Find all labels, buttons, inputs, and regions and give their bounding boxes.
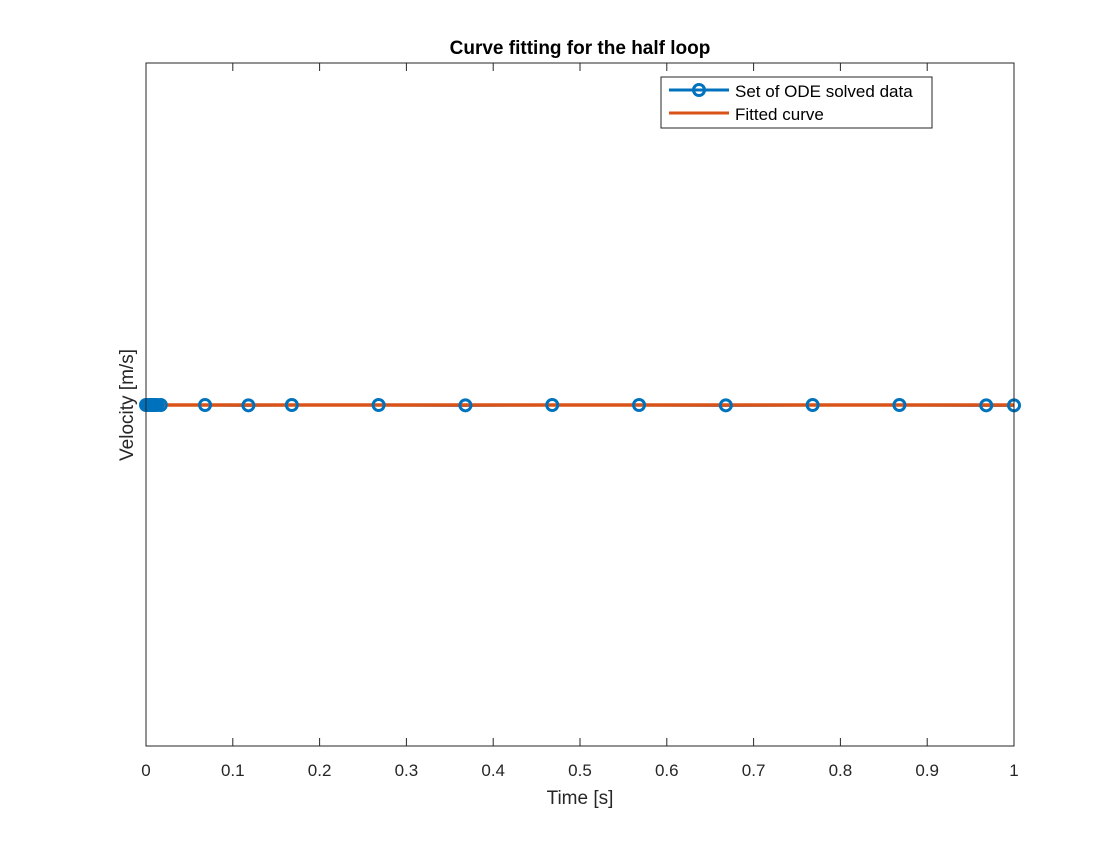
y-axis-label: Velocity [m/s] [117,349,138,461]
x-tick-label: 0.2 [308,761,332,780]
x-tick-label: 0.4 [481,761,505,780]
legend-label-ode: Set of ODE solved data [735,82,913,101]
x-tick-label: 0.5 [568,761,592,780]
x-tick-label: 0.6 [655,761,679,780]
x-axis-label: Time [s] [547,788,614,809]
x-tick-label: 0 [141,761,150,780]
legend: Set of ODE solved data Fitted curve [661,77,932,128]
x-tick-label: 0.1 [221,761,245,780]
x-tick-label: 1 [1009,761,1018,780]
x-tick-label: 0.3 [395,761,419,780]
x-tick-label: 0.8 [829,761,853,780]
x-tick-label: 0.9 [915,761,939,780]
chart-title: Curve fitting for the half loop [450,38,711,59]
x-tick-label: 0.7 [742,761,766,780]
legend-label-fit: Fitted curve [735,105,824,124]
